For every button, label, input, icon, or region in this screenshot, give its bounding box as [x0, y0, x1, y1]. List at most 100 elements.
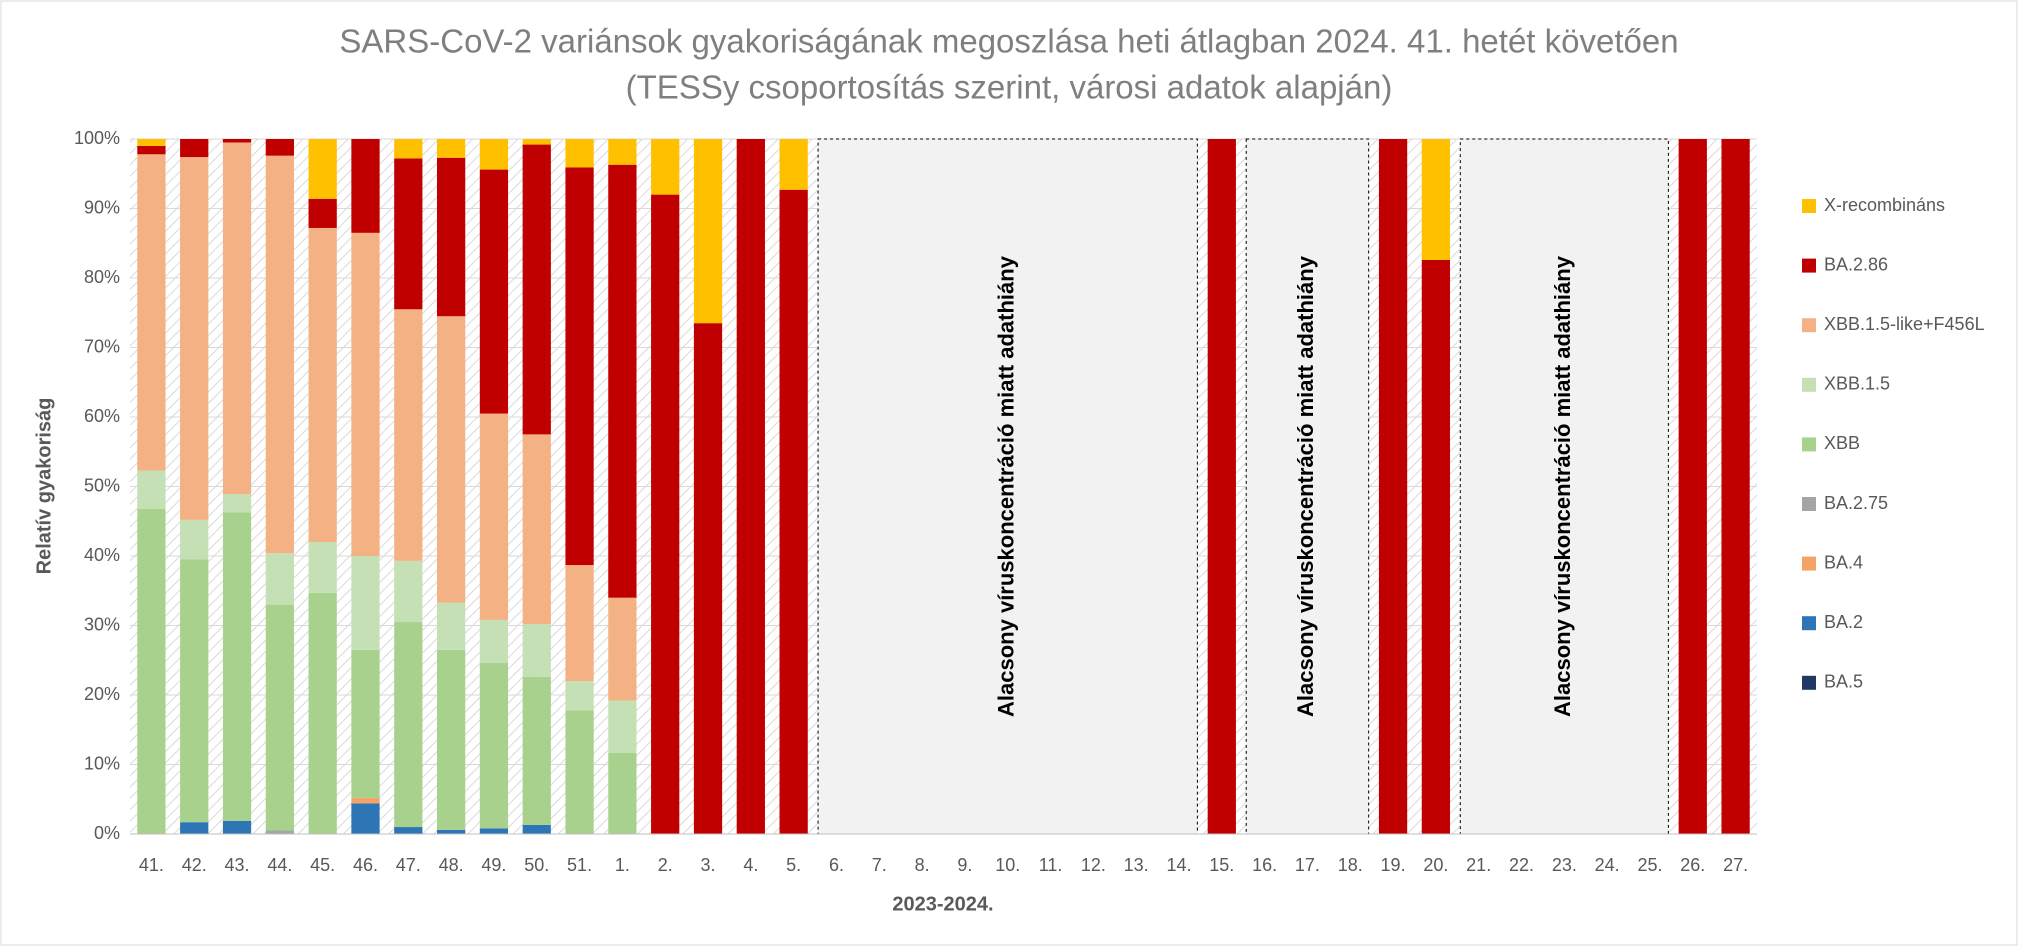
x-tick-label: 1.	[615, 855, 630, 875]
x-tick-label: 24.	[1595, 855, 1620, 875]
legend-swatch	[1802, 616, 1816, 631]
no-data-region	[1459, 138, 1669, 835]
chart-subtitle: (TESSy csoportosítás szerint, városi ada…	[626, 69, 1393, 106]
y-tick-label: 100%	[74, 128, 120, 148]
no-data-region	[1245, 138, 1370, 835]
x-tick-label: 25.	[1637, 855, 1662, 875]
bar-segment	[1421, 259, 1451, 834]
x-tick-label: 50.	[524, 855, 549, 875]
x-tick-label: 45.	[310, 855, 335, 875]
legend-label: BA.5	[1824, 672, 1863, 692]
bar-segment	[265, 553, 294, 605]
bar-segment	[479, 169, 509, 414]
legend-swatch	[1802, 199, 1816, 213]
bar-segment	[394, 158, 423, 310]
y-tick-label: 60%	[84, 406, 120, 426]
y-tick-label: 90%	[84, 197, 120, 217]
bar-segment	[608, 139, 637, 165]
bar-segment	[436, 602, 466, 650]
x-tick-label: 5.	[786, 855, 801, 875]
legend-label: XBB.1.5	[1824, 374, 1890, 394]
y-tick-label: 50%	[84, 475, 120, 495]
x-tick-label: 46.	[353, 855, 378, 875]
bar-segment	[522, 144, 551, 435]
x-tick-label: 4.	[743, 855, 758, 875]
bar-segment	[222, 142, 252, 495]
bar-segment	[736, 139, 765, 834]
bar-segment	[308, 139, 337, 199]
annotation: Alacsony víruskoncentráció miatt adathiá…	[1550, 255, 1575, 717]
bar-segment	[137, 154, 166, 471]
bar-segment	[436, 157, 466, 317]
bar-segment	[222, 512, 252, 821]
x-tick-label: 9.	[957, 855, 972, 875]
x-tick-label: 10.	[995, 855, 1020, 875]
annotation: Alacsony víruskoncentráció miatt adathiá…	[1293, 255, 1318, 717]
y-tick-label: 0%	[94, 823, 120, 843]
bar-segment	[265, 139, 294, 156]
x-tick-label: 26.	[1680, 855, 1705, 875]
x-tick-label: 20.	[1423, 855, 1448, 875]
bar-segment	[436, 139, 466, 158]
x-tick-label: 21.	[1466, 855, 1491, 875]
bar-segment	[351, 649, 380, 798]
x-tick-label: 8.	[915, 855, 930, 875]
x-axis-title: 2023-2024.	[892, 893, 993, 915]
bar-segment	[565, 167, 594, 566]
bar-segment	[651, 139, 680, 195]
x-tick-label: 17.	[1295, 855, 1320, 875]
bar-segment	[137, 139, 166, 146]
bar-segment	[565, 681, 594, 711]
x-tick-label: 19.	[1381, 855, 1406, 875]
bar-segment	[608, 164, 637, 598]
annotation: Alacsony víruskoncentráció miatt adathiá…	[994, 255, 1019, 717]
bar-segment	[436, 649, 466, 830]
bar-segment	[222, 494, 252, 513]
x-tick-label: 43.	[225, 855, 250, 875]
bar-segment	[565, 139, 594, 168]
bar-segment	[522, 434, 551, 625]
x-tick-label: 15.	[1209, 855, 1234, 875]
legend-label: BA.2	[1824, 612, 1863, 632]
y-tick-label: 20%	[84, 684, 120, 704]
bar-segment	[180, 822, 209, 834]
bar-segment	[394, 309, 423, 561]
x-tick-label: 22.	[1509, 855, 1534, 875]
legend-label: BA.4	[1824, 552, 1863, 572]
legend-swatch	[1802, 556, 1816, 571]
legend-swatch	[1802, 258, 1816, 273]
bar-segment	[222, 820, 252, 834]
bar-segment	[1207, 139, 1236, 834]
bar-segment	[308, 542, 337, 593]
bar-segment	[608, 700, 637, 753]
bar-segment	[308, 198, 337, 228]
x-tick-label: 6.	[829, 855, 844, 875]
legend-label: XBB.1.5-like+F456L	[1824, 314, 1985, 334]
bar-segment	[565, 710, 594, 834]
y-tick-label: 40%	[84, 545, 120, 565]
y-tick-label: 30%	[84, 614, 120, 634]
y-tick-label: 10%	[84, 753, 120, 773]
x-tick-label: 23.	[1552, 855, 1577, 875]
bar-segment	[651, 194, 680, 835]
bar-segment	[1721, 139, 1750, 834]
bar-segment	[394, 622, 423, 828]
x-tick-label: 48.	[439, 855, 464, 875]
bar-segment	[180, 559, 209, 823]
x-tick-label: 2.	[658, 855, 673, 875]
bar-segment	[479, 139, 509, 170]
chart-title: SARS-CoV-2 variánsok gyakoriságának mego…	[339, 23, 1678, 60]
x-tick-label: 51.	[567, 855, 592, 875]
x-tick-label: 3.	[701, 855, 716, 875]
bar-segment	[351, 797, 380, 804]
bar-segment	[394, 139, 423, 159]
bar-segment	[479, 619, 509, 664]
y-axis-title: Relatív gyakoriság	[33, 398, 55, 575]
bar-segment	[351, 803, 380, 834]
bar-segment	[608, 597, 637, 701]
no-data-region	[817, 138, 1198, 835]
legend-label: XBB	[1824, 433, 1860, 453]
bar-segment	[137, 508, 166, 834]
legend-swatch	[1802, 497, 1816, 511]
x-tick-label: 47.	[396, 855, 421, 875]
